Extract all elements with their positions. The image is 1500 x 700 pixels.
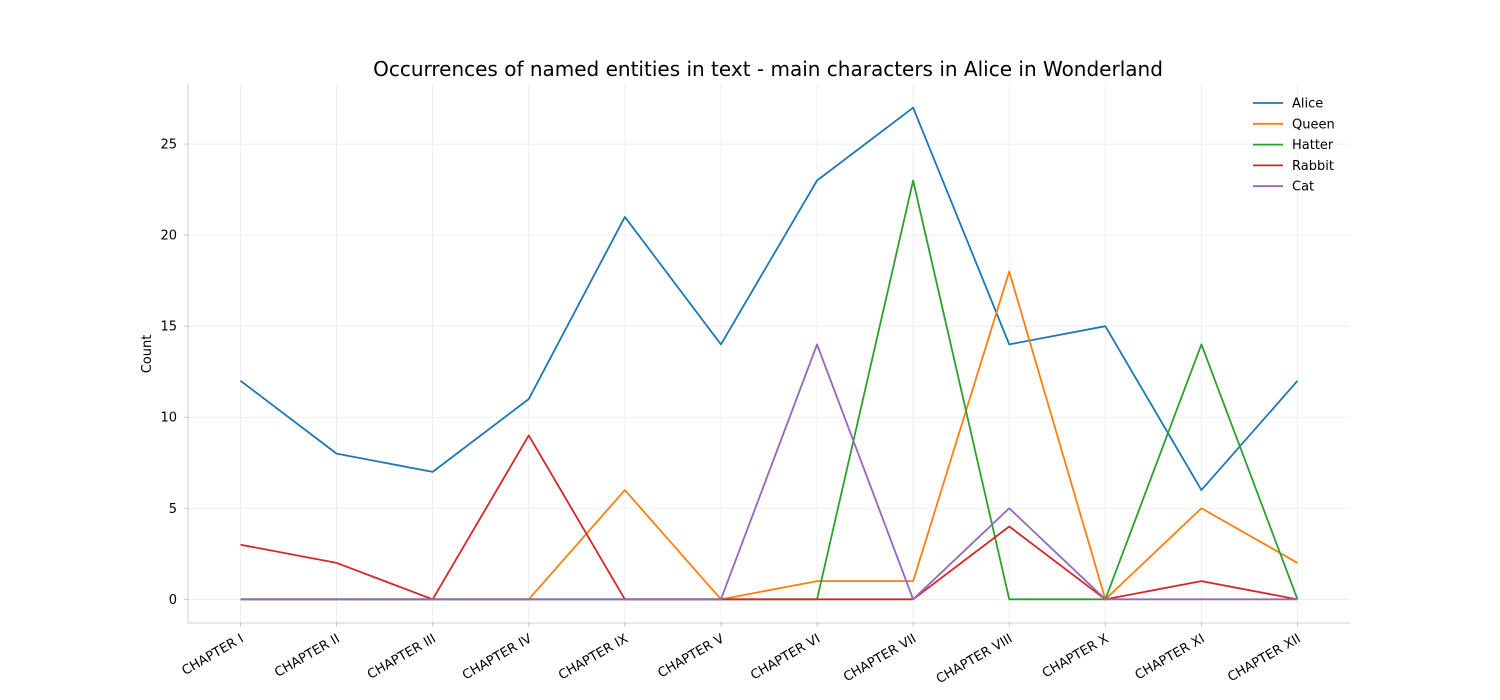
axes (184, 84, 1350, 627)
legend-label-alice: Alice (1292, 97, 1323, 112)
x-tick-label: CHAPTER XI (1133, 631, 1208, 683)
series-line-rabbit (240, 434, 1298, 601)
y-axis-label: Count (140, 335, 155, 374)
series-lines (239, 106, 1299, 601)
x-tick-label: CHAPTER II (272, 631, 342, 680)
y-tick-label: 5 (169, 502, 177, 517)
legend-label-queen: Queen (1292, 117, 1335, 132)
y-tick-label: 10 (160, 411, 177, 426)
series-line-queen (240, 270, 1298, 601)
x-tick-label: CHAPTER IX (556, 631, 631, 683)
x-tick-label: CHAPTER VII (841, 631, 919, 685)
x-tick-label: CHAPTER XII (1225, 631, 1303, 685)
grid-lines (188, 84, 1350, 623)
legend: Alice Queen Hatter Rabbit Cat (1253, 97, 1335, 195)
series-line-cat (240, 343, 1298, 601)
x-tick-label: CHAPTER I (179, 631, 246, 678)
x-tick-label: CHAPTER IV (460, 631, 535, 683)
legend-label-rabbit: Rabbit (1292, 159, 1334, 174)
legend-label-cat: Cat (1292, 180, 1314, 195)
chart-title: Occurrences of named entities in text - … (373, 57, 1163, 81)
x-tick-label: CHAPTER III (365, 631, 439, 682)
series-line-hatter (240, 179, 1299, 601)
x-tick-label: CHAPTER VI (748, 631, 823, 683)
y-tick-label: 25 (160, 138, 177, 153)
legend-label-hatter: Hatter (1292, 138, 1334, 153)
x-tick-label: CHAPTER VIII (934, 631, 1015, 687)
y-tick-label: 15 (160, 320, 177, 335)
y-tick-label: 20 (160, 229, 177, 244)
x-tick-label: CHAPTER V (656, 631, 728, 681)
tick-labels: 0 5 10 15 20 25 CHAPTER I CHAPTER II CHAPTER III… (160, 138, 1303, 688)
y-tick-label: 0 (169, 593, 177, 608)
x-tick-label: CHAPTER X (1040, 631, 1112, 681)
series-line-alice (239, 106, 1299, 491)
